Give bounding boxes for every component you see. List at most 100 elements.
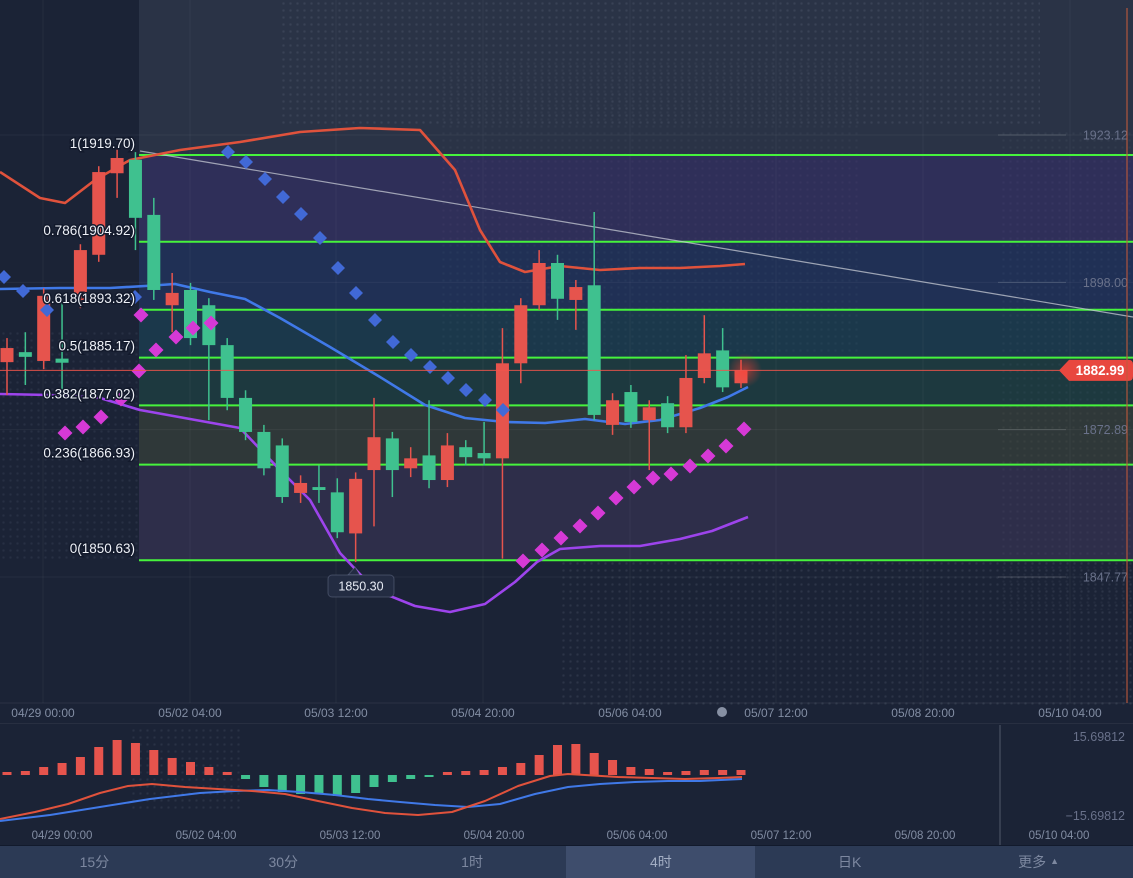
sar-diamond xyxy=(276,190,290,204)
macd-bar xyxy=(186,762,195,775)
sar-diamond xyxy=(40,303,54,317)
candle-body xyxy=(606,400,620,425)
sar-diamond xyxy=(148,342,164,358)
macd-bar xyxy=(442,772,452,775)
candle-body xyxy=(294,482,308,493)
macd-bar xyxy=(149,750,159,775)
sar-diamond xyxy=(386,335,400,349)
ma-line-purple xyxy=(0,392,749,614)
sar-diamond xyxy=(313,231,327,245)
sar-diamond xyxy=(133,307,149,323)
candle-body xyxy=(624,392,638,422)
sar-diamond xyxy=(75,419,91,435)
macd-bar xyxy=(277,775,287,792)
candle-body xyxy=(569,287,583,300)
fib-label: 0(1850.63) xyxy=(70,541,135,556)
fibonacci-labels: 1(1919.70) 0.786(1904.92) 0.618(1893.32) 0.… xyxy=(42,135,137,558)
macd-bar xyxy=(534,755,544,775)
time-axis-label: 05/06 04:00 xyxy=(598,706,662,720)
timeframe-tab-bar: 15分 30分 1时 4时 日K 更多 ▲ xyxy=(0,845,1133,878)
candle-body xyxy=(55,358,69,363)
sar-diamond xyxy=(57,425,73,441)
time-axis-label: 05/03 12:00 xyxy=(304,706,368,720)
sar-diamond xyxy=(718,438,734,454)
sar-diamond xyxy=(626,479,642,495)
macd-time-label: 05/06 04:00 xyxy=(607,830,668,842)
candle-body xyxy=(18,352,32,357)
macd-dea-line xyxy=(0,778,743,822)
candles xyxy=(0,149,748,563)
tab-4hour-label: 4时 xyxy=(650,854,672,870)
candle-body xyxy=(551,262,564,299)
sar-diamond xyxy=(368,313,382,327)
macd-time-axis: 04/29 00:00 05/02 04:00 05/03 12:00 05/04 2… xyxy=(32,830,1090,842)
candle-body xyxy=(404,458,418,469)
price-axis-label: 1847.77 xyxy=(1083,571,1128,585)
candle-body xyxy=(275,445,289,498)
sar-diamond xyxy=(590,505,606,521)
macd-bar xyxy=(20,771,30,775)
candle-body xyxy=(349,478,363,534)
macd-bar xyxy=(351,775,361,793)
price-axis-label: 1923.12 xyxy=(1083,129,1128,143)
sar-diamond xyxy=(496,403,510,417)
macd-bar xyxy=(553,745,562,775)
sar-diamond xyxy=(294,207,308,221)
sar-diamond xyxy=(239,155,253,169)
macd-bar xyxy=(626,767,636,775)
macd-bar xyxy=(94,747,104,775)
fib-label: 0.618(1893.32) xyxy=(43,291,135,306)
sar-diamond xyxy=(131,363,147,379)
candle-body xyxy=(716,350,730,388)
candle-body xyxy=(661,403,675,428)
tab-30min[interactable]: 30分 xyxy=(189,846,378,878)
candle-body xyxy=(165,292,179,306)
candle-body xyxy=(147,214,161,290)
tab-30min-label: 30分 xyxy=(268,854,299,870)
macd-bar xyxy=(222,772,232,775)
time-cursor-dot xyxy=(717,707,727,717)
tab-1hour[interactable]: 1时 xyxy=(378,846,567,878)
macd-dif-line xyxy=(0,773,743,820)
macd-bar xyxy=(57,763,67,775)
macd-bar xyxy=(314,775,324,794)
sar-diamond xyxy=(572,518,588,534)
candle-body xyxy=(440,445,454,481)
candle-body xyxy=(642,407,656,421)
sar-diamond xyxy=(404,348,418,362)
macd-bar xyxy=(424,775,434,777)
candle-body xyxy=(110,157,124,174)
tab-15min[interactable]: 15分 xyxy=(0,846,189,878)
tab-4hour[interactable]: 4时 xyxy=(566,846,756,878)
low-price-tooltip: 1850.30 xyxy=(327,566,395,598)
macd-time-label: 04/29 00:00 xyxy=(32,830,93,842)
price-gridlines: 1923.12 1898.00 1872.89 1847.77 xyxy=(0,129,1133,585)
macd-time-label: 05/02 04:00 xyxy=(176,830,237,842)
macd-bar xyxy=(259,775,269,787)
tab-daily[interactable]: 日K xyxy=(755,846,944,878)
candle-body xyxy=(679,377,693,428)
sar-diamond xyxy=(16,284,30,298)
fib-label: 0.236(1866.93) xyxy=(43,446,135,461)
main-candlestick-chart[interactable]: 1923.12 1898.00 1872.89 1847.77 1882.99 1(191… xyxy=(0,0,1133,723)
candle-body xyxy=(257,431,271,469)
sar-diamond xyxy=(221,145,235,159)
candle-body xyxy=(312,487,326,491)
sar-diamond xyxy=(185,320,201,336)
sar-diamond xyxy=(736,421,752,437)
candle-body xyxy=(422,455,436,481)
candle-body xyxy=(514,305,528,364)
trendline xyxy=(139,150,1133,318)
macd-bar xyxy=(369,775,379,787)
macd-time-label: 05/04 20:00 xyxy=(464,830,525,842)
tab-more[interactable]: 更多 ▲ xyxy=(944,846,1133,878)
macd-bar xyxy=(241,775,251,779)
time-axis-label: 05/10 04:00 xyxy=(1038,706,1102,720)
sar-diamond xyxy=(700,448,716,464)
sar-diamond xyxy=(663,466,679,482)
candle-body xyxy=(330,492,344,533)
macd-max-label: 15.69812 xyxy=(1073,730,1125,744)
macd-bar xyxy=(571,744,581,775)
time-axis-label: 05/08 20:00 xyxy=(891,706,955,720)
